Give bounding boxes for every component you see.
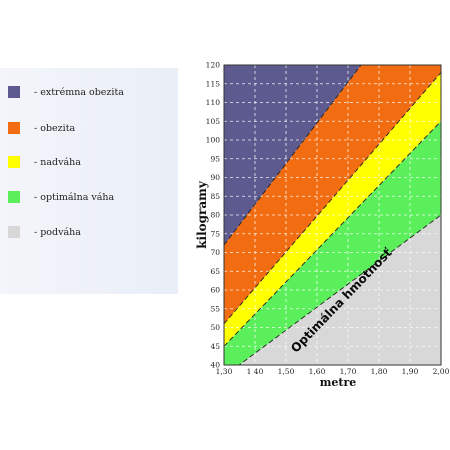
grid — [224, 65, 441, 365]
y-tick-label: 65 — [210, 267, 220, 276]
x-axis-title: metre — [320, 376, 357, 389]
x-tick-label: 1,50 — [278, 367, 295, 376]
legend-swatch — [8, 156, 20, 168]
y-tick-label: 45 — [210, 342, 220, 351]
legend-swatch — [8, 86, 20, 98]
y-tick-labels: 40 45 50 55 60 65 70 75 80 85 90 95 100 105 110 115 120 — [206, 61, 221, 370]
legend-swatch — [8, 226, 20, 238]
boundary-line — [224, 65, 362, 246]
boundary-line — [224, 120, 441, 347]
x-tick-label: 1 40 — [247, 367, 264, 376]
band-nadváha — [224, 72, 441, 347]
y-tick-label: 95 — [210, 154, 220, 163]
x-tick-labels: 1,30 1 40 1,50 1,60 1,70 1,80 1,90 2,00 — [216, 367, 450, 376]
y-tick-label: 115 — [206, 79, 221, 88]
band-obezita — [224, 65, 441, 324]
y-tick-label: 85 — [210, 192, 220, 201]
legend-item-obesity: - obezita — [8, 121, 75, 135]
y-tick-label: 40 — [210, 361, 220, 370]
legend-label: - podváha — [34, 226, 81, 238]
y-tick-label: 55 — [210, 304, 220, 313]
x-tick-label: 1,90 — [402, 367, 419, 376]
legend-item-underweight: - podváha — [8, 225, 81, 239]
boundary-line — [238, 214, 441, 365]
legend-swatch — [8, 122, 20, 134]
legend-item-optimal-weight: - optimálna váha — [8, 190, 114, 204]
legend: - extrémna obezita - obezita - nadváha -… — [0, 68, 178, 294]
y-tick-label: 110 — [206, 98, 221, 107]
x-tick-label: 1,30 — [216, 367, 233, 376]
y-tick-label: 105 — [206, 117, 221, 126]
legend-label: - extrémna obezita — [34, 86, 124, 98]
legend-label: - nadváha — [34, 156, 81, 168]
legend-swatch — [8, 191, 20, 203]
y-tick-label: 120 — [206, 61, 221, 70]
band-podváha — [239, 215, 441, 365]
x-tick-label: 1,70 — [340, 367, 357, 376]
legend-item-overweight: - nadváha — [8, 155, 81, 169]
bands — [224, 65, 441, 365]
y-tick-label: 50 — [210, 323, 220, 332]
x-tick-label: 2,00 — [433, 367, 450, 376]
y-tick-label: 100 — [206, 136, 221, 145]
y-tick-label: 90 — [210, 173, 220, 182]
legend-label: - obezita — [34, 122, 76, 134]
boundary-line — [224, 72, 441, 325]
y-axis-title: kilogramy — [195, 180, 209, 249]
legend-label: - optimálna váha — [34, 191, 115, 203]
y-tick-label: 60 — [210, 286, 220, 295]
legend-item-extreme-obesity: - extrémna obezita — [8, 85, 124, 99]
band-optimálna-váha — [224, 121, 441, 365]
x-tick-label: 1,80 — [371, 367, 388, 376]
x-tick-label: 1,60 — [309, 367, 326, 376]
y-tick-label: 80 — [210, 211, 220, 220]
y-tick-label: 75 — [210, 229, 220, 238]
y-tick-label: 70 — [210, 248, 220, 257]
plot-frame — [223, 64, 442, 366]
boundary-lines — [224, 65, 441, 365]
